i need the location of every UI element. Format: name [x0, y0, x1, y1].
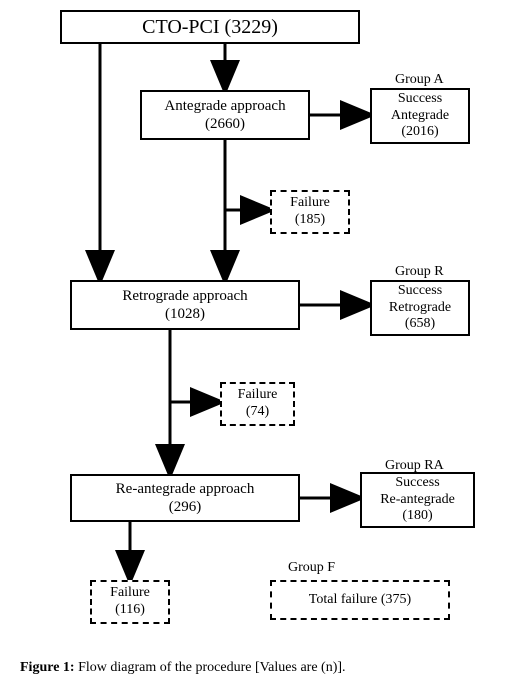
flow-diagram: CTO-PCI (3229) Group A Group R Group RA … [0, 0, 505, 690]
box-line: (180) [402, 508, 432, 525]
failure-r-box: Failure (74) [220, 382, 295, 426]
group-f-label: Group F [288, 560, 335, 576]
box-line: Success [395, 475, 439, 492]
box-line: Re-antegrade approach [116, 480, 255, 498]
title-text: CTO-PCI (3229) [142, 15, 278, 39]
re-antegrade-box: Re-antegrade approach (296) [70, 474, 300, 522]
box-line: Failure [238, 387, 278, 404]
group-a-label: Group A [395, 72, 444, 88]
failure-a-box: Failure (185) [270, 190, 350, 234]
box-line: Retrograde [389, 300, 451, 317]
box-line: (185) [295, 212, 325, 229]
box-line: (1028) [165, 305, 205, 323]
box-line: (74) [246, 404, 269, 421]
box-line: Success [398, 283, 442, 300]
box-line: Failure [110, 585, 150, 602]
box-line: (658) [405, 316, 435, 333]
total-failure-box: Total failure (375) [270, 580, 450, 620]
box-line: (296) [169, 498, 202, 516]
group-r-label: Group R [395, 264, 444, 280]
success-retrograde-box: Success Retrograde (658) [370, 280, 470, 336]
box-line: Antegrade approach [164, 97, 285, 115]
success-antegrade-box: Success Antegrade (2016) [370, 88, 470, 144]
title-box: CTO-PCI (3229) [60, 10, 360, 44]
failure-ra-box: Failure (116) [90, 580, 170, 624]
box-line: Failure [290, 195, 330, 212]
antegrade-box: Antegrade approach (2660) [140, 90, 310, 140]
box-line: (2660) [205, 115, 245, 133]
figure-caption: Figure 1: Flow diagram of the procedure … [20, 660, 346, 676]
box-line: Re-antegrade [380, 492, 455, 509]
box-line: Total failure (375) [309, 592, 411, 609]
retrograde-box: Retrograde approach (1028) [70, 280, 300, 330]
box-line: Antegrade [391, 108, 449, 125]
box-line: (2016) [401, 124, 438, 141]
box-line: Retrograde approach [122, 287, 247, 305]
box-line: Success [398, 91, 442, 108]
caption-rest: Flow diagram of the procedure [Values ar… [75, 660, 346, 675]
box-line: (116) [115, 602, 145, 619]
success-re-antegrade-box: Success Re-antegrade (180) [360, 472, 475, 528]
caption-bold: Figure 1: [20, 660, 75, 675]
